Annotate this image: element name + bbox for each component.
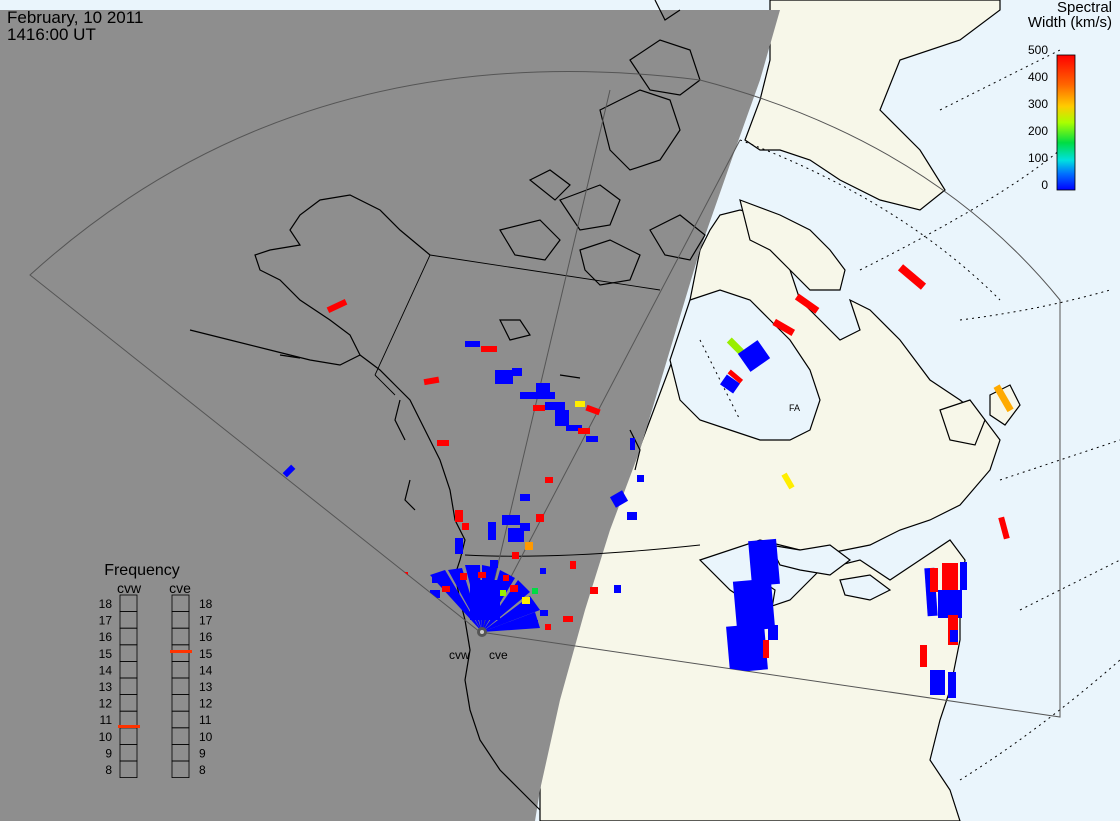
map-label: FA [789,403,800,413]
night-shadow [0,10,780,821]
radar-name-cvw: cvw [117,580,142,596]
frequency-tick: 10 [199,730,213,744]
latitude-grid [699,49,1120,781]
frequency-tick: 10 [99,730,113,744]
backscatter-echoes [282,264,1014,698]
frequency-tick: 13 [199,680,213,694]
cb-tick: 400 [1028,70,1048,84]
frequency-tick: 14 [99,663,113,677]
frequency-tick: 17 [199,614,213,628]
frequency-tick: 8 [105,763,112,777]
frequency-tick: 9 [199,746,206,760]
frequency-tick: 16 [199,630,213,644]
cb-tick: 300 [1028,97,1048,111]
frequency-tick: 15 [199,647,213,661]
cb-tick: 500 [1028,43,1048,57]
night-coastlines [189,0,706,811]
frequency-legend: Frequency cvw cve 18 17 16 15 14 13 12 11 10 9 8 18… [99,562,213,779]
frequency-tick: 18 [99,597,113,611]
frequency-tick: 11 [199,713,212,727]
frequency-cell [119,760,138,779]
frequency-tick: 13 [99,680,113,694]
cb-tick: 200 [1028,124,1048,138]
frequency-tick: 17 [99,614,113,628]
frequency-tick: 8 [199,763,206,777]
frequency-tick: 18 [199,597,213,611]
day-land [539,0,1021,821]
station-label-cve: cve [489,648,508,662]
frequency-tick: 9 [105,746,112,760]
frequency-tick: 12 [99,697,113,711]
time-label: 1416:00 UT [7,25,96,44]
colorbar-title: Spectral Width (km/s) [1028,0,1112,30]
cve-frequency-marker [170,650,192,653]
frequency-tick: 16 [99,630,113,644]
frequency-title: Frequency [104,562,180,579]
station-label-cvw: cvw [449,648,470,662]
colorbar-title-line2: Width (km/s) [1027,14,1112,31]
frequency-tick: 15 [99,647,113,661]
spectral-width-colorbar: 500 400 300 200 100 0 [1028,43,1076,192]
cvw-frequency-marker [118,725,140,728]
timestamp-header: February, 10 2011 1416:00 UT [7,9,143,43]
frequency-cell [171,760,190,779]
frequency-tick: 14 [199,663,213,677]
radar-name-cve: cve [169,580,191,596]
cb-tick: 0 [1041,178,1048,192]
echo-markers [282,264,1014,698]
cb-tick: 100 [1028,151,1048,165]
frequency-tick: 11 [100,713,113,727]
colorbar-title-line1: Spectral [1056,0,1112,16]
boundaries [374,254,701,557]
date-label: February, 10 2011 [7,8,144,27]
frequency-tick: 12 [199,697,213,711]
